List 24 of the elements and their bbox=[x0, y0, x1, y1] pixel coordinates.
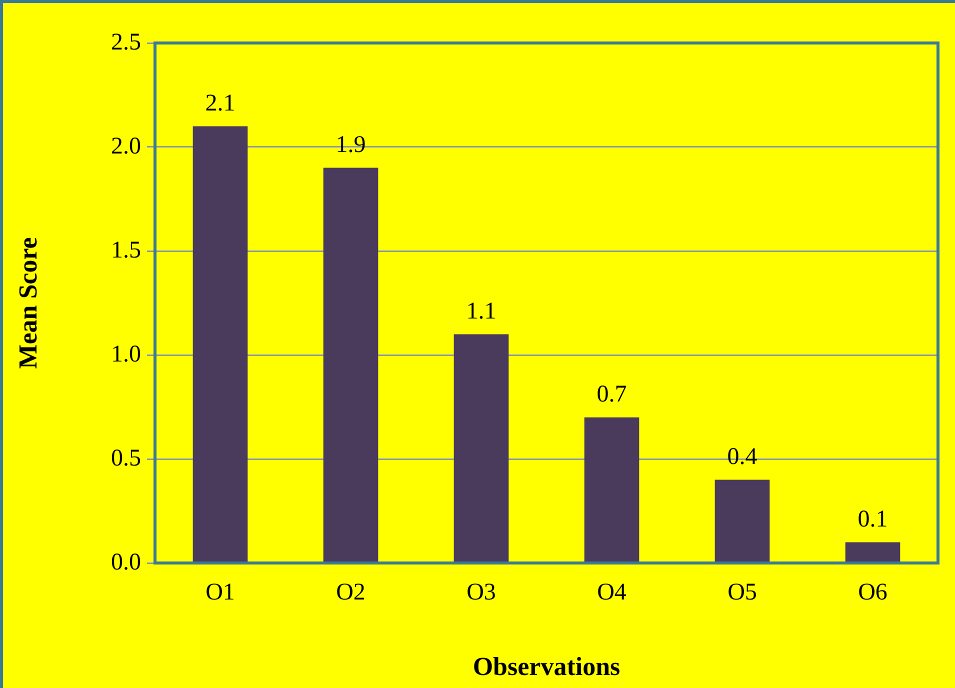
y-tick-label: 1.0 bbox=[111, 341, 141, 368]
bar bbox=[714, 480, 770, 562]
y-axis-title: Mean Score bbox=[13, 237, 42, 369]
data-label: 0.1 bbox=[858, 506, 888, 532]
bar bbox=[454, 334, 509, 562]
x-tick-label: O3 bbox=[466, 580, 496, 606]
x-tick-label: O2 bbox=[336, 580, 366, 606]
y-tick-label: 1.5 bbox=[111, 237, 141, 264]
y-tick-label: 0.5 bbox=[111, 445, 141, 472]
x-tick-label: O5 bbox=[728, 580, 757, 606]
x-tick-label: O1 bbox=[206, 580, 235, 606]
bar bbox=[323, 168, 378, 562]
bar bbox=[584, 417, 640, 562]
x-axis-title: Observations bbox=[472, 652, 620, 682]
y-tick-label: 2.5 bbox=[111, 29, 141, 56]
bar bbox=[192, 126, 248, 562]
x-tick-label: O6 bbox=[858, 580, 888, 606]
data-label: 0.7 bbox=[596, 382, 627, 408]
x-tick-label: O4 bbox=[597, 580, 626, 606]
y-tick-label: 0.0 bbox=[111, 549, 141, 576]
data-label: 2.1 bbox=[205, 90, 236, 116]
y-tick-label: 2.0 bbox=[111, 133, 141, 160]
data-label: 1.1 bbox=[466, 298, 496, 324]
bar bbox=[845, 542, 900, 562]
